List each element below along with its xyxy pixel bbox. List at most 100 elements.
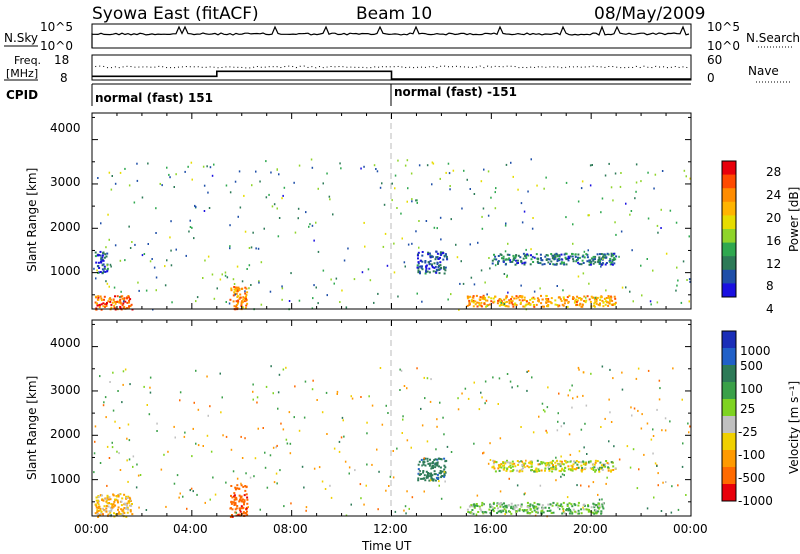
data-cell <box>593 304 596 307</box>
data-cell <box>125 495 128 498</box>
data-cell <box>519 256 522 259</box>
data-cell <box>554 466 557 469</box>
data-cell <box>230 485 233 487</box>
data-cell <box>480 305 483 308</box>
data-cell <box>598 258 601 261</box>
data-cell <box>546 254 549 257</box>
data-cell <box>239 510 242 513</box>
data-cell <box>504 301 507 304</box>
data-cell <box>515 259 518 262</box>
data-cell <box>607 304 610 307</box>
data-cell <box>397 295 399 298</box>
data-cell <box>436 473 439 476</box>
data-cell <box>532 217 534 219</box>
power-data-layer <box>93 158 691 311</box>
data-cell <box>116 295 119 298</box>
data-cell <box>536 184 538 187</box>
data-cell <box>580 298 583 301</box>
data-cell <box>613 303 616 306</box>
data-cell <box>572 296 575 299</box>
data-cell <box>411 200 413 203</box>
data-cell <box>612 303 615 306</box>
data-cell <box>577 275 580 278</box>
data-cell <box>536 459 539 462</box>
data-cell <box>446 445 449 448</box>
data-cell <box>240 500 243 503</box>
data-cell <box>495 258 498 261</box>
data-cell <box>126 459 128 462</box>
data-cell <box>572 242 574 245</box>
data-cell <box>421 464 423 467</box>
data-cell <box>517 463 520 466</box>
data-cell <box>608 162 610 165</box>
data-cell <box>426 473 429 476</box>
data-cell <box>612 465 615 468</box>
data-cell <box>485 299 487 302</box>
data-cell <box>95 496 98 499</box>
velocity-cbar-tick-25: 25 <box>740 402 755 416</box>
data-cell <box>431 474 434 477</box>
data-cell <box>593 298 596 301</box>
data-cell <box>240 482 242 485</box>
data-cell <box>103 265 106 268</box>
data-cell <box>549 263 552 265</box>
data-cell <box>526 501 529 504</box>
data-cell <box>530 462 533 465</box>
data-cell <box>509 470 512 473</box>
data-cell <box>466 508 469 511</box>
data-cell <box>597 510 600 513</box>
data-cell <box>546 462 549 464</box>
data-cell <box>247 506 249 509</box>
data-cell <box>551 254 554 257</box>
data-cell <box>443 266 445 269</box>
data-cell <box>507 305 510 308</box>
data-cell <box>366 432 368 435</box>
data-cell <box>608 398 610 401</box>
data-cell <box>541 298 544 301</box>
data-cell <box>660 227 662 229</box>
data-cell <box>475 503 478 505</box>
data-cell <box>114 244 117 247</box>
data-cell <box>610 255 613 258</box>
data-cell <box>567 301 570 304</box>
noise-left-label: N.Sky <box>4 31 38 45</box>
data-cell <box>588 510 591 513</box>
colorbar-swatch <box>722 161 736 176</box>
data-cell <box>585 508 588 511</box>
data-cell <box>125 507 128 510</box>
data-cell <box>106 264 108 267</box>
data-cell <box>503 304 506 307</box>
data-cell <box>534 468 537 471</box>
data-cell <box>233 504 236 506</box>
data-cell <box>440 497 443 500</box>
data-cell <box>241 457 244 459</box>
data-cell <box>527 504 530 507</box>
data-cell <box>406 159 409 162</box>
data-cell <box>221 273 223 276</box>
data-cell <box>512 257 515 260</box>
data-cell <box>505 297 508 300</box>
data-cell <box>238 487 241 490</box>
data-cell <box>233 283 236 285</box>
data-cell <box>298 299 301 302</box>
data-cell <box>99 295 102 298</box>
data-cell <box>476 494 479 497</box>
data-cell <box>481 501 484 504</box>
data-cell <box>400 212 402 215</box>
data-cell <box>604 174 607 177</box>
data-cell <box>426 476 428 478</box>
data-cell <box>438 465 440 468</box>
data-cell <box>567 259 570 262</box>
data-cell <box>424 261 427 264</box>
data-cell <box>592 463 594 466</box>
data-cell <box>326 294 328 297</box>
data-cell <box>574 255 577 258</box>
data-cell <box>151 258 153 260</box>
data-cell <box>592 258 595 261</box>
data-cell <box>353 278 356 281</box>
data-cell <box>450 218 452 221</box>
data-cell <box>120 504 123 507</box>
power-cbar-tick-8: 8 <box>766 279 774 293</box>
data-cell <box>504 513 506 515</box>
velocity-ytick-3000: 3000 <box>50 383 81 397</box>
